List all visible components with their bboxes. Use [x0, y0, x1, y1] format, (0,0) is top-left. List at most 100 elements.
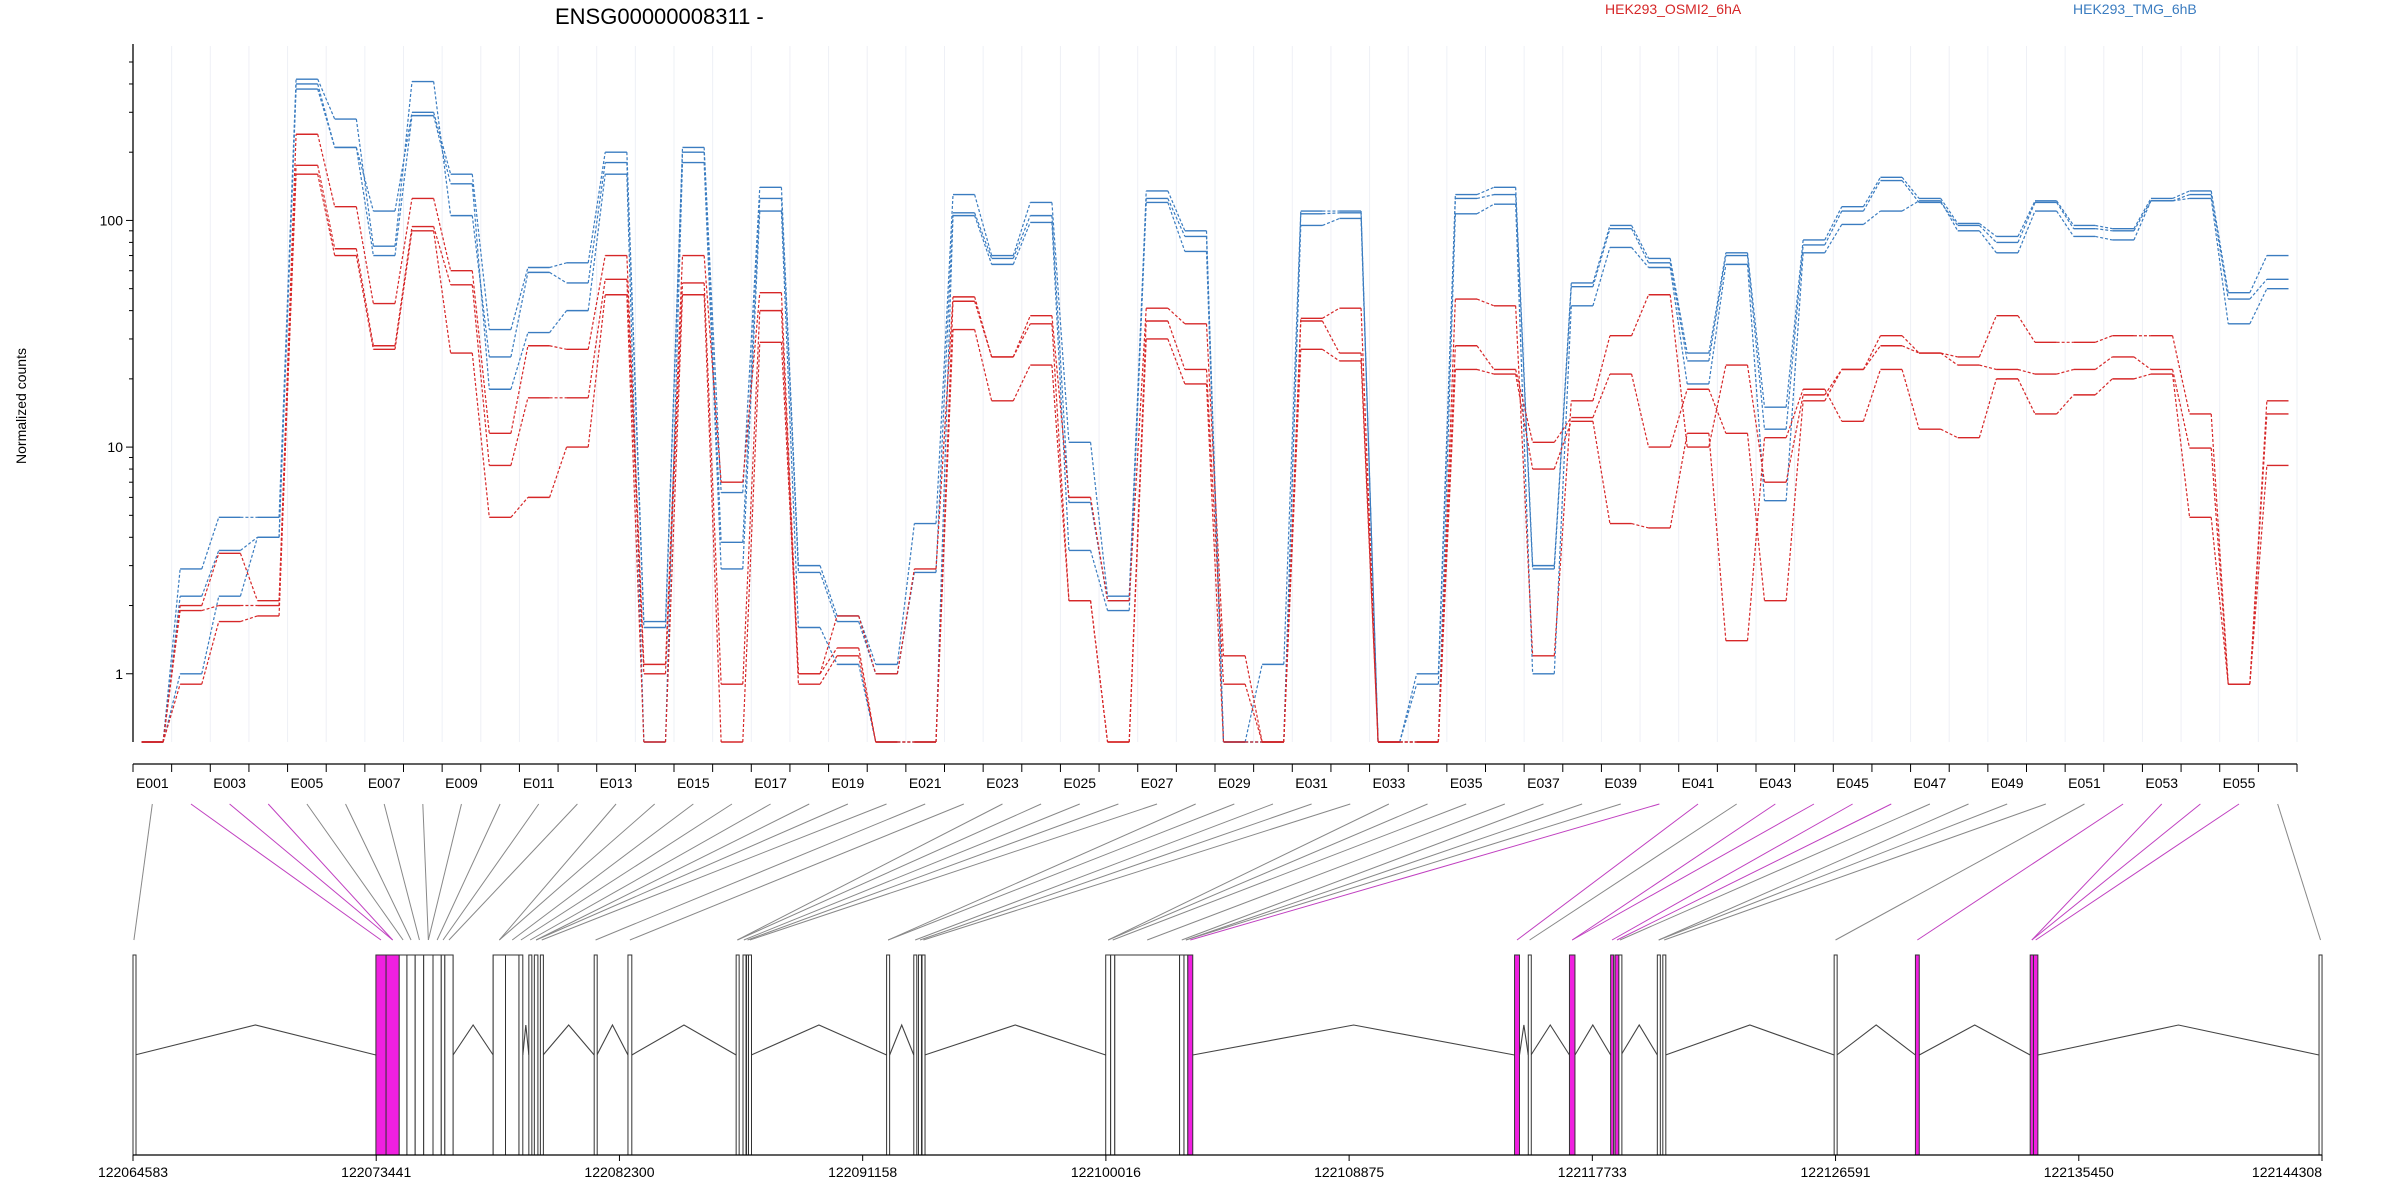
data-transition: [935, 296, 954, 569]
exon-connector: [133, 803, 153, 941]
data-transition: [780, 342, 800, 674]
data-transition: [1553, 417, 1572, 443]
data-transition: [1399, 683, 1418, 743]
x-tick-label: E049: [1991, 775, 2024, 791]
data-transition: [1167, 202, 1186, 252]
data-transition: [433, 115, 452, 185]
data-transition: [201, 550, 220, 597]
data-transition: [2172, 197, 2190, 202]
x-tick-label: E037: [1527, 775, 1560, 791]
data-transition: [664, 162, 684, 743]
exon-connector: [529, 803, 771, 941]
data-transition: [896, 523, 915, 665]
intron-line: [596, 1023, 629, 1056]
data-transition: [355, 118, 374, 247]
exon-connector: [1835, 803, 2085, 941]
data-transition: [1785, 239, 1804, 408]
data-transition: [1012, 364, 1031, 402]
intron-line: [924, 1024, 1106, 1056]
data-transition: [1669, 258, 1688, 354]
data-transition: [1785, 252, 1804, 501]
data-transition: [1205, 323, 1225, 656]
data-transition: [2017, 378, 2036, 415]
exon-connector: [306, 803, 404, 941]
data-transition: [703, 162, 722, 569]
exon-box: [1568, 954, 1576, 1156]
data-transition: [1515, 194, 1534, 569]
exon-box: [1183, 954, 1189, 1156]
data-transition: [1437, 213, 1456, 743]
exon-connector: [1658, 803, 1969, 941]
data-transition: [317, 134, 336, 207]
data-transition: [1669, 262, 1688, 362]
x-tick-label: E007: [368, 775, 401, 791]
data-transition: [1631, 247, 1650, 268]
exon-connector: [511, 803, 694, 941]
data-transition: [780, 292, 800, 674]
data-transition: [2056, 368, 2074, 375]
exon-box: [432, 954, 442, 1156]
genomic-tick-label: 122064583: [98, 1164, 168, 1180]
data-transition: [549, 262, 567, 269]
data-transition: [819, 572, 838, 622]
x-tick-label: E011: [523, 775, 555, 791]
data-transition: [1592, 373, 1611, 418]
exon-connector: [1107, 803, 1428, 941]
data-transition: [587, 255, 606, 350]
data-transition: [2210, 448, 2229, 685]
exon-box: [2032, 954, 2039, 1156]
data-transition: [239, 553, 258, 601]
data-transition: [858, 647, 877, 743]
data-transition: [1089, 497, 1109, 601]
data-transition: [1978, 225, 1997, 243]
data-transition: [858, 615, 877, 665]
exon-connector: [427, 803, 462, 941]
data-transition: [703, 255, 722, 483]
data-transition: [974, 215, 993, 265]
data-transition: [1901, 335, 1920, 354]
exon-box: [921, 954, 926, 1156]
data-transition: [1978, 378, 1997, 438]
x-tick-label: E021: [909, 775, 942, 791]
data-transition: [1283, 225, 1302, 743]
x-tick-label: E053: [2145, 775, 2178, 791]
intron-line: [522, 1024, 530, 1056]
x-tick-label: E031: [1295, 775, 1328, 791]
exon-connector: [1571, 803, 1815, 941]
data-transition: [819, 565, 838, 617]
data-transition: [664, 255, 684, 665]
data-transition: [162, 596, 181, 743]
genomic-tick-label: 122144308: [2252, 1164, 2322, 1180]
x-tick-label: E001: [136, 775, 169, 791]
data-transition: [240, 615, 258, 623]
exon-connectors: [133, 803, 2321, 941]
exon-box: [132, 954, 137, 1156]
exon-box: [444, 954, 454, 1156]
exon-box: [1527, 954, 1532, 1156]
data-transition: [2249, 255, 2268, 293]
data-transition: [2094, 378, 2113, 396]
y-axis: 1 10 100: [100, 44, 134, 742]
exon-connector: [629, 803, 965, 941]
data-transition: [1940, 200, 1959, 232]
exon-box: [505, 954, 520, 1156]
genomic-tick-label: 122117733: [1558, 1164, 1627, 1180]
intron-line: [1530, 1023, 1570, 1056]
data-transition: [1089, 550, 1109, 611]
exon-box: [742, 954, 747, 1156]
x-tick-label: E039: [1604, 775, 1637, 791]
data-transition: [974, 329, 993, 401]
data-transition: [819, 655, 838, 685]
data-transition: [1051, 315, 1070, 498]
x-tick-label: E023: [986, 775, 1019, 791]
data-transition: [433, 230, 452, 354]
data-transition: [471, 270, 490, 434]
data-transition: [1283, 349, 1302, 743]
data-transition: [1515, 369, 1534, 443]
data-transition: [1785, 244, 1804, 430]
data-transition: [433, 112, 452, 175]
data-transition: [1089, 502, 1109, 601]
exon-connector: [448, 803, 578, 941]
data-transition: [1553, 305, 1572, 674]
